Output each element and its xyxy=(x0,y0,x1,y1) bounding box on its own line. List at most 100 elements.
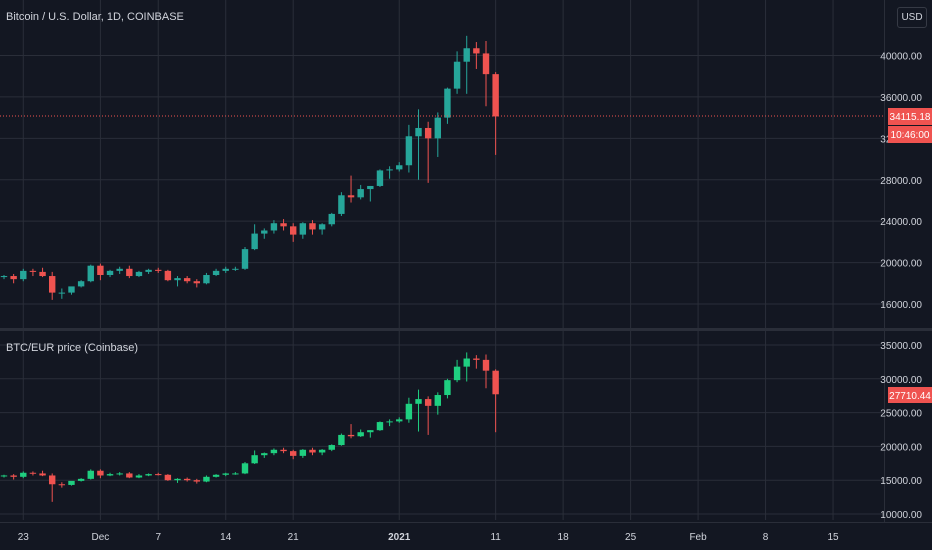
candle-body xyxy=(39,473,46,476)
candle xyxy=(482,354,490,389)
candle xyxy=(463,352,470,382)
candle xyxy=(232,472,239,475)
candle xyxy=(203,272,210,285)
candle-body xyxy=(87,265,94,282)
candle-body xyxy=(49,475,56,485)
candle-body xyxy=(212,270,220,276)
candle xyxy=(212,268,220,277)
candle xyxy=(222,472,229,477)
candle-body xyxy=(463,48,470,62)
candle-body xyxy=(347,195,355,198)
candle-body xyxy=(434,395,441,406)
candle-body xyxy=(203,476,210,482)
candle-body xyxy=(135,475,143,478)
candle-body xyxy=(193,480,200,482)
candle xyxy=(444,378,451,399)
x-tick-label: 2021 xyxy=(388,532,411,543)
candle xyxy=(290,449,297,460)
candle-body xyxy=(222,473,229,475)
candle xyxy=(492,72,499,155)
candle xyxy=(212,474,220,478)
eur-price-tag: 27710.44 xyxy=(889,391,931,402)
candle xyxy=(135,270,143,278)
candle xyxy=(106,472,114,477)
top-chart-title: Bitcoin / U.S. Dollar, 1D, COINBASE xyxy=(6,11,184,23)
candle-body xyxy=(270,223,278,231)
x-tick-label: 8 xyxy=(763,532,769,543)
candle xyxy=(396,162,403,172)
bottom-chart-title: BTC/EUR price (Coinbase) xyxy=(6,342,139,354)
candle-body xyxy=(492,370,499,395)
candle-body xyxy=(424,127,432,139)
candle xyxy=(0,275,8,280)
candle xyxy=(68,286,75,295)
candle xyxy=(29,471,37,476)
currency-button[interactable]: USD xyxy=(897,7,927,28)
candle-body xyxy=(164,270,172,281)
candle xyxy=(473,42,480,69)
candle-body xyxy=(415,127,422,137)
y-tick-label: 20000.00 xyxy=(880,442,922,453)
eur-price-tag-bg xyxy=(888,387,932,403)
candle xyxy=(482,41,490,107)
candle-body xyxy=(116,473,123,475)
candle-body xyxy=(174,478,181,481)
candle xyxy=(193,478,200,484)
candle-body xyxy=(203,275,210,284)
candle-body xyxy=(10,475,17,477)
y-tick-label: 35000.00 xyxy=(880,341,922,352)
candle xyxy=(261,452,268,458)
candle xyxy=(77,280,85,288)
x-tick-label: 23 xyxy=(18,532,30,543)
candle xyxy=(270,448,278,456)
candle xyxy=(453,359,461,383)
x-tick-label: 14 xyxy=(220,532,232,543)
candle xyxy=(49,473,56,502)
candle-body xyxy=(328,445,335,450)
candle xyxy=(155,472,162,476)
candle xyxy=(10,474,17,480)
candle-body xyxy=(415,399,422,404)
candle xyxy=(29,268,37,277)
candle-body xyxy=(424,399,432,406)
candle-body xyxy=(386,169,393,171)
candle xyxy=(164,474,172,481)
y-tick-label: 10000.00 xyxy=(880,510,922,521)
candle-body xyxy=(39,271,46,277)
candle-body xyxy=(396,419,403,422)
candle-body xyxy=(328,213,335,225)
candle-body xyxy=(444,88,451,118)
candle xyxy=(126,472,133,479)
candle-body xyxy=(97,265,104,276)
candle xyxy=(77,478,85,482)
candle xyxy=(386,166,393,179)
candle-body xyxy=(126,268,133,277)
candle xyxy=(155,267,162,273)
candle xyxy=(415,109,422,180)
x-tick-label: 21 xyxy=(288,532,300,543)
candle-body xyxy=(357,189,364,198)
candle xyxy=(222,266,229,273)
candle xyxy=(463,35,470,94)
candle xyxy=(145,473,152,477)
x-tick-label: 15 xyxy=(827,532,839,543)
x-axis: 23 Dec 7 14 21 2021 11 18 25 Feb 8 15 xyxy=(18,532,839,543)
candle xyxy=(97,469,104,479)
candle-body xyxy=(290,226,297,235)
candle-body xyxy=(20,472,27,477)
candle xyxy=(58,288,66,299)
candle-body xyxy=(299,449,307,456)
candle-body xyxy=(473,358,480,360)
candle xyxy=(299,222,307,239)
candle xyxy=(280,447,287,454)
candle xyxy=(116,472,123,476)
candle xyxy=(183,276,191,284)
price-tags: 34115.18 10:46:00 27710.44 xyxy=(0,108,932,403)
candle xyxy=(87,264,94,283)
candle-body xyxy=(29,472,37,474)
candle xyxy=(183,477,191,482)
candle-body xyxy=(463,358,470,367)
candle-body xyxy=(135,271,143,277)
candle-body xyxy=(29,270,37,272)
candle xyxy=(415,389,422,432)
